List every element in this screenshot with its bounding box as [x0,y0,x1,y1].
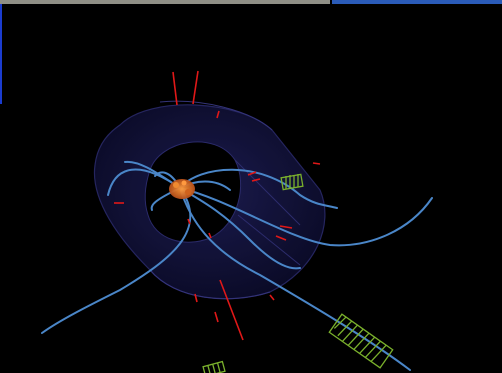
hit-1 [172,71,178,106]
muon-clusters [202,173,394,373]
hit-15 [208,232,212,239]
cluster-2 [328,313,394,369]
hit-2 [192,70,199,105]
hit-7 [251,178,261,182]
hit-4 [312,162,321,165]
hit-14 [187,218,191,225]
cluster-3 [202,360,226,373]
hit-9 [275,235,287,241]
hit-12 [194,293,198,303]
track-6 [41,187,192,334]
hit-6 [247,171,257,176]
loading-progress-bar [0,0,502,4]
track-4 [179,187,433,247]
hit-3 [216,110,220,119]
track-5 [179,187,411,371]
cluster-1 [280,173,304,191]
progress-bar-remaining [332,0,502,4]
barrel-edge-bottom [149,269,271,300]
hit-13 [269,294,275,301]
hit-8 [279,225,293,229]
hit-10 [219,279,244,341]
progress-bar-fill [0,0,330,4]
hit-11 [214,311,219,323]
track-8 [179,187,301,270]
calorimeter-hits [114,70,321,341]
detector-barrel [93,100,326,300]
interaction-vertex [169,179,195,199]
viewport-edge-marker [0,4,2,104]
barrel-edge-top [159,100,273,131]
